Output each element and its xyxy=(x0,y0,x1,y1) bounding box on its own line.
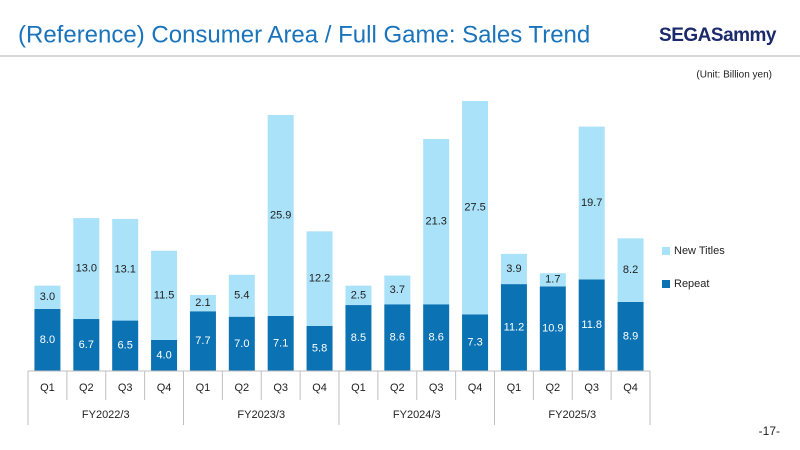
x-tick-label: Q3 xyxy=(273,382,288,394)
bar-segment xyxy=(112,320,139,371)
value-label: 8.9 xyxy=(623,330,638,342)
bar-segment xyxy=(462,314,489,371)
logo: SEGASammy xyxy=(659,25,777,46)
bar-segment xyxy=(151,339,178,371)
value-label: 3.9 xyxy=(506,263,521,275)
x-tick-label: Q1 xyxy=(351,382,366,394)
bar-segment xyxy=(617,238,644,302)
bar-segment xyxy=(423,304,450,371)
page-number: -17- xyxy=(759,424,780,438)
value-label: 2.1 xyxy=(195,297,210,309)
value-label: 7.0 xyxy=(234,338,249,350)
value-label: 8.5 xyxy=(351,332,366,344)
value-label: 8.0 xyxy=(40,334,55,346)
group-label: FY2025/3 xyxy=(548,409,596,421)
value-label: 5.8 xyxy=(312,342,327,354)
x-tick-label: Q3 xyxy=(118,382,133,394)
bar-segment xyxy=(500,253,527,285)
x-tick-label: Q3 xyxy=(584,382,599,394)
bar-segment xyxy=(112,218,139,321)
legend-swatch xyxy=(662,280,670,288)
bar-segment xyxy=(73,218,100,320)
x-tick-label: Q2 xyxy=(79,382,94,394)
value-label: 7.7 xyxy=(195,335,210,347)
bar-segment xyxy=(539,286,566,371)
value-label: 6.5 xyxy=(118,340,133,352)
bar-segment xyxy=(151,250,178,340)
bar-segment xyxy=(267,315,294,371)
value-label: 21.3 xyxy=(425,216,446,228)
bar-segment xyxy=(73,319,100,371)
value-label: 8.6 xyxy=(429,332,444,344)
value-label: 8.6 xyxy=(390,332,405,344)
value-label: 6.7 xyxy=(79,339,94,351)
bar-segment xyxy=(267,114,294,316)
bar-segment xyxy=(34,285,61,309)
slide-title: (Reference) Consumer Area / Full Game: S… xyxy=(18,21,590,48)
x-tick-label: Q1 xyxy=(40,382,55,394)
legend-swatch xyxy=(662,247,670,255)
x-tick-label: Q4 xyxy=(312,382,327,394)
bar-segment xyxy=(345,305,372,371)
value-label: 11.5 xyxy=(154,289,175,301)
x-tick-label: Q4 xyxy=(157,382,172,394)
value-label: 2.5 xyxy=(351,289,366,301)
value-label: 8.2 xyxy=(623,264,638,276)
bar-segment xyxy=(500,284,527,371)
group-label: FY2023/3 xyxy=(237,409,285,421)
bar-segment xyxy=(345,285,372,306)
value-label: 11.2 xyxy=(504,321,525,333)
bar-segment xyxy=(539,273,566,287)
bar-segment xyxy=(384,275,411,305)
value-label: 12.2 xyxy=(309,273,330,285)
group-label: FY2024/3 xyxy=(393,409,441,421)
x-tick-label: Q2 xyxy=(234,382,249,394)
value-label: 10.9 xyxy=(542,323,563,335)
x-tick-label: Q2 xyxy=(390,382,405,394)
value-label: 7.3 xyxy=(467,337,482,349)
value-label: 13.0 xyxy=(76,262,97,274)
bar-segment xyxy=(578,126,605,280)
value-label: 13.1 xyxy=(114,264,135,276)
legend-label: New Titles xyxy=(674,245,725,257)
bar-segment xyxy=(578,279,605,371)
value-label: 5.4 xyxy=(234,290,249,302)
value-label: 25.9 xyxy=(270,209,291,221)
x-tick-label: Q4 xyxy=(468,382,483,394)
unit-note: (Unit: Billion yen) xyxy=(696,70,772,81)
x-tick-label: Q4 xyxy=(623,382,638,394)
value-label: 3.0 xyxy=(40,291,55,303)
x-tick-label: Q3 xyxy=(429,382,444,394)
bar-segment xyxy=(384,304,411,371)
bar-segment xyxy=(306,326,333,371)
bar-segment xyxy=(228,316,255,371)
value-label: 19.7 xyxy=(581,197,602,209)
bar-segment xyxy=(306,231,333,326)
value-label: 1.7 xyxy=(545,274,560,286)
legend-label: Repeat xyxy=(674,278,709,290)
bar-segment xyxy=(462,101,489,315)
bar-segment xyxy=(34,308,61,371)
value-label: 4.0 xyxy=(156,349,171,361)
value-label: 11.8 xyxy=(581,319,602,331)
value-label: 3.7 xyxy=(390,284,405,296)
value-label: 7.1 xyxy=(273,337,288,349)
value-label: 27.5 xyxy=(464,202,485,214)
x-tick-label: Q2 xyxy=(545,382,560,394)
x-tick-label: Q1 xyxy=(507,382,522,394)
bar-segment xyxy=(423,139,450,305)
bar-segment xyxy=(189,311,216,371)
x-tick-label: Q1 xyxy=(196,382,211,394)
bar-segment xyxy=(228,274,255,317)
group-label: FY2022/3 xyxy=(82,409,130,421)
bar-segment xyxy=(189,294,216,312)
bar-segment xyxy=(617,301,644,371)
